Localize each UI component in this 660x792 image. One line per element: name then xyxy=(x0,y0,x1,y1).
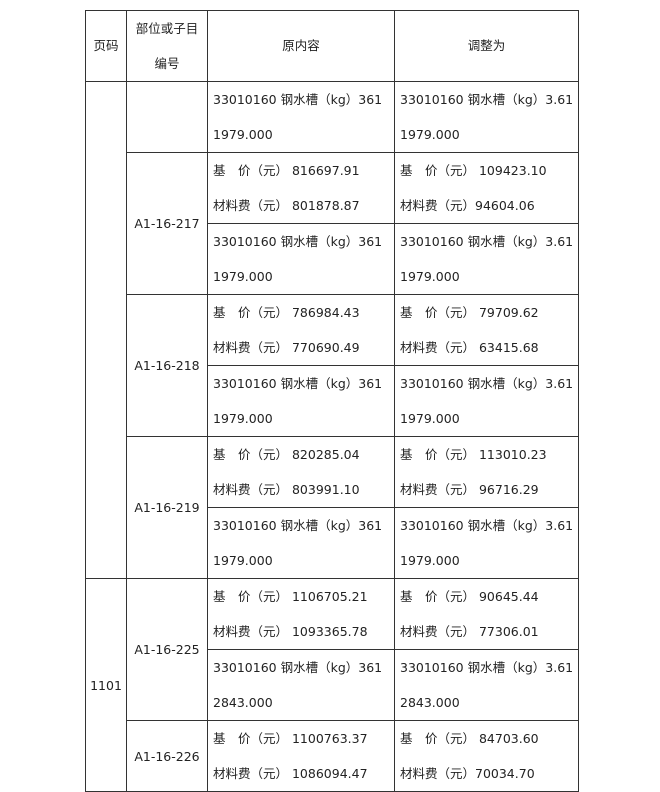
adjusted-cell: 基 价（元） 84703.60 材料费（元）70034.70 xyxy=(394,720,579,792)
header-code: 部位或子目 编号 xyxy=(126,10,208,82)
table-row: 33010160 钢水槽（kg）361 1979.000 33010160 钢水槽（… xyxy=(85,81,579,579)
cell-line: 33010160 钢水槽（kg）3.61 xyxy=(400,92,574,107)
cell-line: 33010160 钢水槽（kg）361 xyxy=(213,376,383,391)
adjusted-cell: 基 价（元） 109423.10 材料费（元）94604.06 xyxy=(394,152,579,224)
original-cell: 33010160 钢水槽（kg）361 2843.000 xyxy=(207,649,395,721)
cell-line: 基 价（元） 816697.91 xyxy=(213,163,360,178)
cell-line: 33010160 钢水槽（kg）361 xyxy=(213,92,383,107)
code-cell: A1-16-226 xyxy=(126,720,208,792)
code-cell: A1-16-218 xyxy=(126,294,208,437)
cell-line: 材料费（元） 801878.87 xyxy=(213,198,360,213)
header-code-line2: 编号 xyxy=(154,56,180,71)
cell-line: 2843.000 xyxy=(213,695,273,710)
original-cell: 基 价（元） 1106705.21 材料费（元） 1093365.78 xyxy=(207,578,395,650)
cell-line: 材料费（元） 770690.49 xyxy=(213,340,360,355)
original-cell: 基 价（元） 816697.91 材料费（元） 801878.87 xyxy=(207,152,395,224)
cell-line: 33010160 钢水槽（kg）3.61 xyxy=(400,660,574,675)
adjusted-cell: 33010160 钢水槽（kg）3.61 1979.000 xyxy=(394,507,579,579)
table-row: A1-16-217 基 价（元） 816697.91 材料费（元） 801878.8… xyxy=(86,152,579,295)
cell-line: 材料费（元）70034.70 xyxy=(400,766,535,781)
adjusted-cell: 33010160 钢水槽（kg）3.61 1979.000 xyxy=(394,365,579,437)
table-row: A1-16-219 基 价（元） 820285.04 材料费（元） 803991.1… xyxy=(86,436,579,579)
page-cell xyxy=(85,81,127,579)
adjusted-cell: 33010160 钢水槽（kg）3.61 1979.000 xyxy=(394,81,579,153)
table-row: 33010160 钢水槽（kg）361 1979.000 33010160 钢水槽（… xyxy=(86,365,579,437)
cell-line: 基 价（元） 90645.44 xyxy=(400,589,539,604)
original-cell: 33010160 钢水槽（kg）361 1979.000 xyxy=(207,81,395,153)
cell-line: 1979.000 xyxy=(400,269,460,284)
cell-line: 33010160 钢水槽（kg）3.61 xyxy=(400,376,574,391)
adjusted-cell: 基 价（元） 90645.44 材料费（元） 77306.01 xyxy=(394,578,579,650)
table-row: 33010160 钢水槽（kg）361 1979.000 33010160 钢水槽（… xyxy=(86,223,579,295)
cell-line: 基 价（元） 79709.62 xyxy=(400,305,539,320)
cell-line: 33010160 钢水槽（kg）361 xyxy=(213,234,383,249)
cell-line: 1979.000 xyxy=(213,411,273,426)
cell-line: 33010160 钢水槽（kg）361 xyxy=(213,518,383,533)
header-adjusted: 调整为 xyxy=(394,10,579,82)
cell-line: 基 价（元） 1100763.37 xyxy=(213,731,368,746)
cell-line: 1979.000 xyxy=(213,553,273,568)
original-cell: 基 价（元） 820285.04 材料费（元） 803991.10 xyxy=(207,436,395,508)
header-page: 页码 xyxy=(85,10,127,82)
cell-line: 材料费（元） 803991.10 xyxy=(213,482,360,497)
adjustment-table: 页码 部位或子目 编号 原内容 调整为 33010160 钢水槽（kg）361 1… xyxy=(85,10,579,792)
header-row: 页码 部位或子目 编号 原内容 调整为 xyxy=(85,10,579,82)
cell-line: 1979.000 xyxy=(400,553,460,568)
original-cell: 33010160 钢水槽（kg）361 1979.000 xyxy=(207,365,395,437)
cell-line: 基 价（元） 820285.04 xyxy=(213,447,360,462)
table-row: A1-16-218 基 价（元） 786984.43 材料费（元） 770690.4… xyxy=(86,294,579,437)
cell-line: 基 价（元） 113010.23 xyxy=(400,447,547,462)
cell-line: 2843.000 xyxy=(400,695,460,710)
cell-line: 基 价（元） 786984.43 xyxy=(213,305,360,320)
code-cell xyxy=(126,81,208,153)
cell-line: 材料费（元） 96716.29 xyxy=(400,482,539,497)
cell-line: 1979.000 xyxy=(400,411,460,426)
table-row: 1101 A1-16-225 基 价（元） 1106705.21 材料费（元） 109… xyxy=(85,578,579,792)
table-row: A1-16-226 基 价（元） 1100763.37 材料费（元） 1086094… xyxy=(86,720,579,792)
cell-line: 材料费（元） 1086094.47 xyxy=(213,766,368,781)
original-cell: 33010160 钢水槽（kg）361 1979.000 xyxy=(207,507,395,579)
cell-line: 基 价（元） 84703.60 xyxy=(400,731,539,746)
table-row: 33010160 钢水槽（kg）361 1979.000 33010160 钢水槽（… xyxy=(86,507,579,579)
cell-line: 基 价（元） 109423.10 xyxy=(400,163,547,178)
cell-line: 1979.000 xyxy=(213,127,273,142)
cell-line: 1979.000 xyxy=(400,127,460,142)
adjusted-cell: 基 价（元） 79709.62 材料费（元） 63415.68 xyxy=(394,294,579,366)
cell-line: 材料费（元） 1093365.78 xyxy=(213,624,368,639)
cell-line: 33010160 钢水槽（kg）361 xyxy=(213,660,383,675)
cell-line: 材料费（元）94604.06 xyxy=(400,198,535,213)
original-cell: 基 价（元） 1100763.37 材料费（元） 1086094.47 xyxy=(207,720,395,792)
header-original: 原内容 xyxy=(207,10,395,82)
code-cell: A1-16-219 xyxy=(126,436,208,579)
original-cell: 基 价（元） 786984.43 材料费（元） 770690.49 xyxy=(207,294,395,366)
cell-line: 材料费（元） 77306.01 xyxy=(400,624,539,639)
header-code-line1: 部位或子目 xyxy=(135,21,199,36)
cell-line: 33010160 钢水槽（kg）3.61 xyxy=(400,518,574,533)
adjusted-cell: 33010160 钢水槽（kg）3.61 1979.000 xyxy=(394,223,579,295)
adjusted-cell: 基 价（元） 113010.23 材料费（元） 96716.29 xyxy=(394,436,579,508)
cell-line: 材料费（元） 63415.68 xyxy=(400,340,539,355)
page-cell: 1101 xyxy=(85,578,127,792)
cell-line: 33010160 钢水槽（kg）3.61 xyxy=(400,234,574,249)
cell-line: 基 价（元） 1106705.21 xyxy=(213,589,368,604)
code-cell: A1-16-217 xyxy=(126,152,208,295)
adjusted-cell: 33010160 钢水槽（kg）3.61 2843.000 xyxy=(394,649,579,721)
original-cell: 33010160 钢水槽（kg）361 1979.000 xyxy=(207,223,395,295)
cell-line: 1979.000 xyxy=(213,269,273,284)
code-cell: A1-16-225 xyxy=(126,578,208,721)
